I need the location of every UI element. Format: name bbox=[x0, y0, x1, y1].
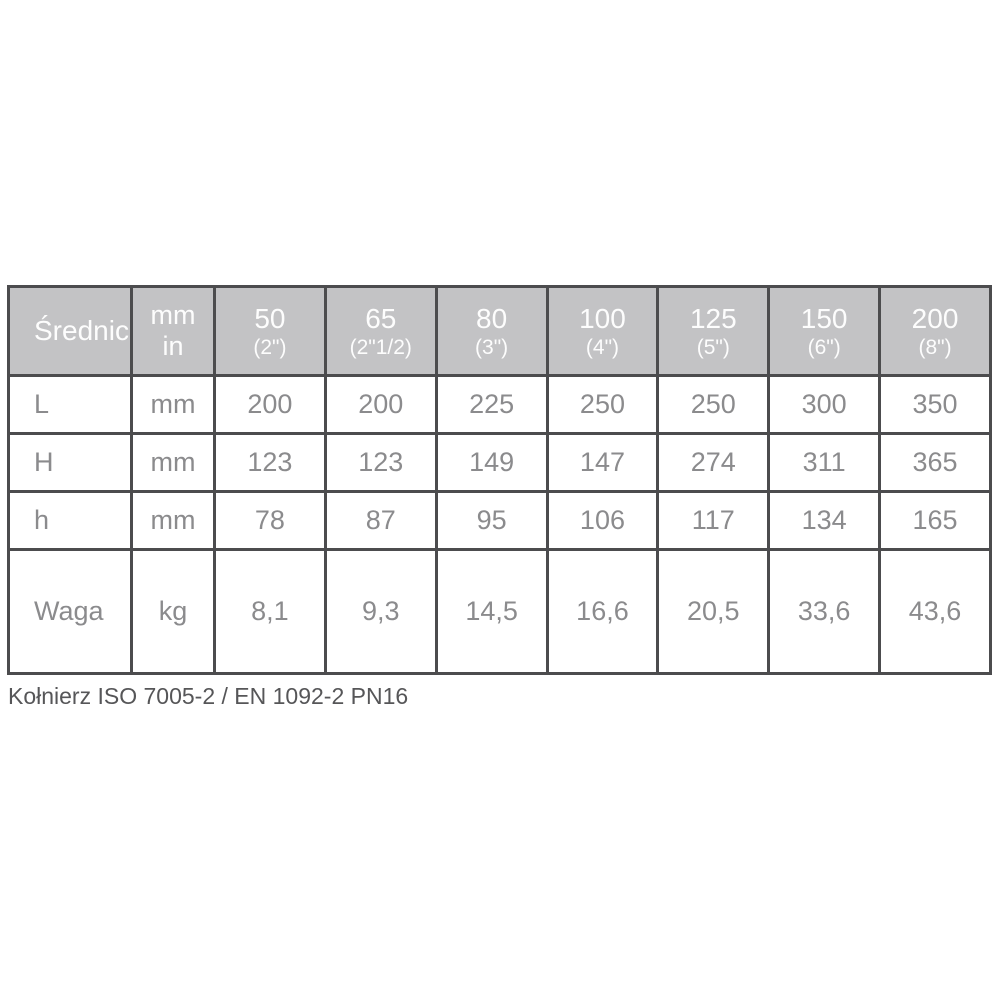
row-unit: mm bbox=[130, 432, 216, 493]
header-size-125: 125 (5") bbox=[656, 285, 771, 377]
table-cell: 147 bbox=[545, 432, 660, 493]
row-unit: mm bbox=[130, 490, 216, 551]
table-cell: 106 bbox=[545, 490, 660, 551]
table-cell: 149 bbox=[434, 432, 549, 493]
header-units-mm: mm bbox=[150, 299, 196, 330]
table-cell: 87 bbox=[323, 490, 438, 551]
flange-standard-caption: Kołnierz ISO 7005-2 / EN 1092-2 PN16 bbox=[8, 683, 409, 709]
table-cell: 33,6 bbox=[767, 548, 882, 675]
table-cell: 350 bbox=[878, 374, 992, 435]
table-cell: 250 bbox=[545, 374, 660, 435]
header-units-in: in bbox=[162, 331, 184, 361]
row-label: Waga bbox=[7, 548, 133, 675]
table-cell: 311 bbox=[767, 432, 882, 493]
table-cell: 78 bbox=[213, 490, 327, 551]
row-label: L bbox=[7, 374, 133, 435]
header-diameter-label: Średnica bbox=[7, 285, 133, 377]
header-size-150: 150 (6") bbox=[767, 285, 882, 377]
table-cell: 123 bbox=[213, 432, 327, 493]
table-row-H: H mm 123 123 149 147 274 311 365 bbox=[7, 432, 992, 493]
table-row-h: h mm 78 87 95 106 117 134 165 bbox=[7, 490, 992, 551]
table-cell: 250 bbox=[656, 374, 771, 435]
table-cell: 300 bbox=[767, 374, 882, 435]
table-cell: 225 bbox=[434, 374, 549, 435]
table-cell: 43,6 bbox=[878, 548, 992, 675]
table-header-row: Średnica mm in 50 (2") 65 (2"1/2) 80 (3"… bbox=[7, 285, 992, 377]
row-label: h bbox=[7, 490, 133, 551]
row-unit: kg bbox=[130, 548, 216, 675]
table-cell: 123 bbox=[323, 432, 438, 493]
row-unit: mm bbox=[130, 374, 216, 435]
header-size-200: 200 (8") bbox=[878, 285, 992, 377]
table-cell: 20,5 bbox=[656, 548, 771, 675]
row-label: H bbox=[7, 432, 133, 493]
header-size-65: 65 (2"1/2) bbox=[323, 285, 438, 377]
table-cell: 117 bbox=[656, 490, 771, 551]
table-cell: 365 bbox=[878, 432, 992, 493]
table-cell: 95 bbox=[434, 490, 549, 551]
table-cell: 16,6 bbox=[545, 548, 660, 675]
table-cell: 200 bbox=[323, 374, 438, 435]
table-cell: 165 bbox=[878, 490, 992, 551]
table-cell: 274 bbox=[656, 432, 771, 493]
header-size-100: 100 (4") bbox=[545, 285, 660, 377]
table-cell: 8,1 bbox=[213, 548, 327, 675]
table-cell: 134 bbox=[767, 490, 882, 551]
table-row-waga: Waga kg 8,1 9,3 14,5 16,6 20,5 33,6 43,6 bbox=[7, 548, 992, 675]
header-size-80: 80 (3") bbox=[434, 285, 549, 377]
table-cell: 200 bbox=[213, 374, 327, 435]
table-row-L: L mm 200 200 225 250 250 300 350 bbox=[7, 374, 992, 435]
table-cell: 9,3 bbox=[323, 548, 438, 675]
table-cell: 14,5 bbox=[434, 548, 549, 675]
spec-table: Średnica mm in 50 (2") 65 (2"1/2) 80 (3"… bbox=[7, 285, 992, 675]
header-size-50: 50 (2") bbox=[213, 285, 327, 377]
header-units: mm in bbox=[130, 285, 216, 377]
